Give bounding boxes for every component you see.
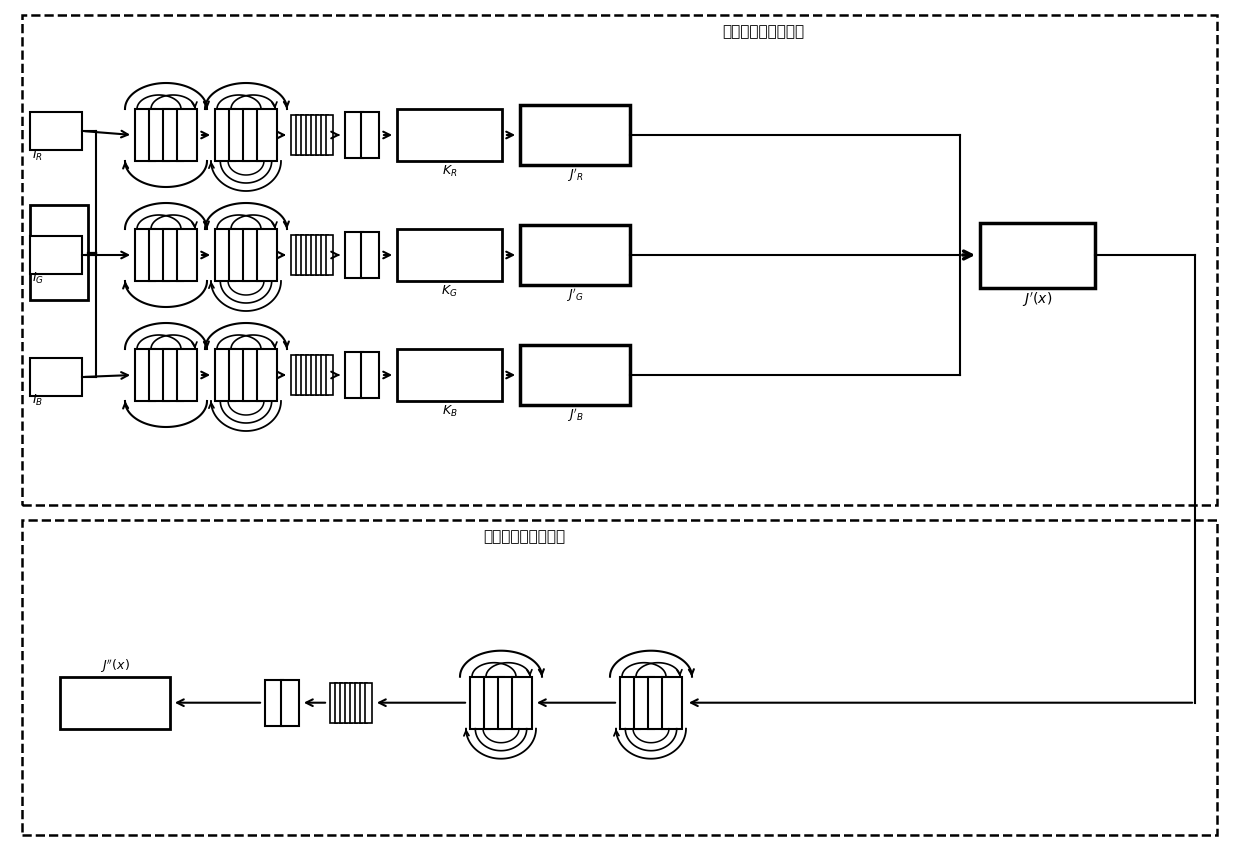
Bar bbox=[229, 229, 249, 281]
Bar bbox=[980, 222, 1095, 287]
Bar bbox=[397, 229, 502, 281]
Text: $I_R$: $I_R$ bbox=[32, 147, 43, 163]
Text: 第一级卷积神经网络: 第一级卷积神经网络 bbox=[722, 25, 804, 39]
Bar bbox=[326, 355, 334, 395]
Bar bbox=[149, 229, 169, 281]
Bar bbox=[177, 229, 197, 281]
Bar bbox=[162, 349, 184, 401]
Bar bbox=[345, 232, 363, 278]
Bar bbox=[215, 229, 236, 281]
Text: $J'(x)$: $J'(x)$ bbox=[1023, 291, 1053, 308]
Bar bbox=[296, 115, 303, 155]
Bar bbox=[229, 109, 249, 161]
Bar bbox=[311, 235, 317, 275]
Bar bbox=[520, 345, 630, 405]
Bar bbox=[326, 115, 334, 155]
Bar bbox=[321, 355, 329, 395]
Bar bbox=[149, 109, 169, 161]
Bar bbox=[162, 229, 184, 281]
Bar bbox=[306, 355, 312, 395]
Text: $J'_B$: $J'_B$ bbox=[567, 406, 584, 423]
Bar bbox=[361, 232, 379, 278]
Bar bbox=[311, 355, 317, 395]
Bar bbox=[340, 682, 347, 722]
Bar bbox=[301, 115, 308, 155]
Bar bbox=[30, 236, 82, 274]
Bar bbox=[257, 109, 277, 161]
Bar bbox=[345, 352, 363, 398]
Bar bbox=[257, 229, 277, 281]
Bar bbox=[301, 355, 308, 395]
Text: $I_B$: $I_B$ bbox=[32, 393, 43, 407]
Bar bbox=[215, 109, 236, 161]
Bar bbox=[520, 105, 630, 165]
Bar bbox=[215, 349, 236, 401]
Text: $J'_R$: $J'_R$ bbox=[567, 166, 583, 184]
Bar bbox=[311, 115, 317, 155]
Bar bbox=[316, 115, 322, 155]
Bar bbox=[498, 676, 518, 728]
Bar bbox=[291, 355, 298, 395]
Bar bbox=[397, 109, 502, 161]
Bar bbox=[229, 349, 249, 401]
Text: $K_R$: $K_R$ bbox=[441, 164, 458, 179]
Bar bbox=[345, 682, 352, 722]
Bar bbox=[361, 112, 379, 158]
Bar bbox=[321, 235, 329, 275]
Bar bbox=[296, 235, 303, 275]
Bar bbox=[30, 358, 82, 396]
Bar bbox=[257, 349, 277, 401]
Bar bbox=[291, 235, 298, 275]
Bar bbox=[265, 680, 283, 726]
Bar bbox=[321, 115, 329, 155]
Bar bbox=[484, 676, 503, 728]
Bar bbox=[306, 235, 312, 275]
Text: $I_G$: $I_G$ bbox=[32, 270, 45, 285]
Bar bbox=[291, 115, 298, 155]
Bar bbox=[149, 349, 169, 401]
Bar bbox=[281, 680, 299, 726]
Bar bbox=[662, 676, 682, 728]
Bar bbox=[335, 682, 342, 722]
Bar bbox=[177, 109, 197, 161]
Bar bbox=[361, 352, 379, 398]
Text: $J'_G$: $J'_G$ bbox=[567, 286, 584, 304]
Bar bbox=[135, 109, 155, 161]
Bar bbox=[620, 676, 640, 728]
Bar bbox=[306, 115, 312, 155]
Bar bbox=[243, 349, 263, 401]
Bar bbox=[30, 205, 88, 300]
Bar bbox=[30, 112, 82, 150]
Bar bbox=[350, 682, 357, 722]
Bar bbox=[22, 520, 1216, 835]
Text: 第二级卷积神经网络: 第二级卷积神经网络 bbox=[482, 529, 565, 544]
Bar bbox=[301, 235, 308, 275]
Bar bbox=[177, 349, 197, 401]
Text: $K_G$: $K_G$ bbox=[441, 284, 458, 298]
Bar bbox=[326, 235, 334, 275]
Bar bbox=[330, 682, 337, 722]
Bar bbox=[512, 676, 532, 728]
Bar bbox=[360, 682, 367, 722]
Text: $K_B$: $K_B$ bbox=[441, 404, 458, 418]
Bar bbox=[243, 109, 263, 161]
Bar bbox=[135, 229, 155, 281]
Bar bbox=[397, 349, 502, 401]
Bar bbox=[296, 355, 303, 395]
Bar bbox=[60, 676, 170, 728]
Bar bbox=[345, 112, 363, 158]
Bar bbox=[316, 235, 322, 275]
Bar bbox=[316, 355, 322, 395]
Bar bbox=[135, 349, 155, 401]
Text: $J''(x)$: $J''(x)$ bbox=[100, 658, 130, 676]
Bar bbox=[22, 15, 1216, 505]
Bar bbox=[243, 229, 263, 281]
Bar bbox=[520, 225, 630, 285]
Bar bbox=[162, 109, 184, 161]
Bar bbox=[649, 676, 668, 728]
Bar bbox=[355, 682, 362, 722]
Bar bbox=[634, 676, 653, 728]
Bar bbox=[365, 682, 372, 722]
Bar bbox=[470, 676, 490, 728]
